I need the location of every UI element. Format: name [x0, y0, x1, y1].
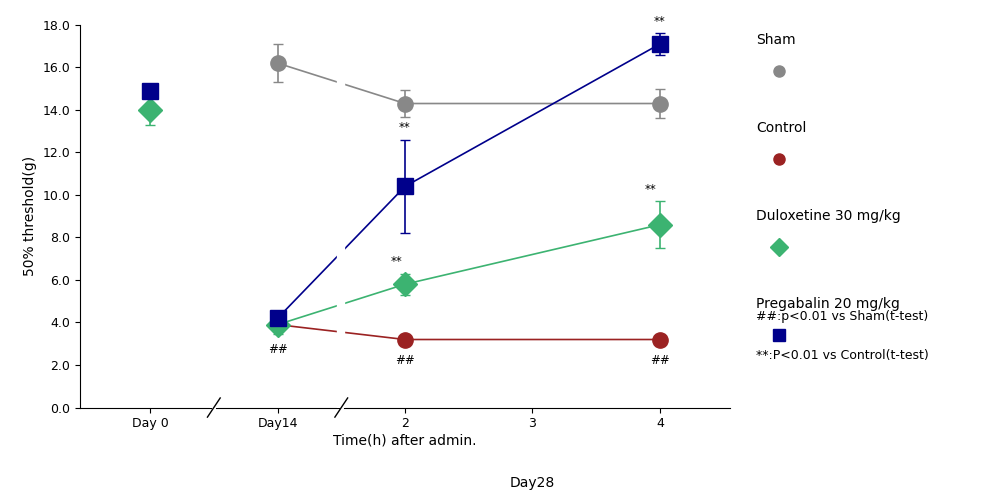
Y-axis label: 50% threshold(g): 50% threshold(g): [23, 156, 37, 276]
Text: **: **: [399, 121, 411, 134]
Text: **: **: [390, 255, 402, 268]
Text: ##: ##: [395, 354, 415, 367]
Text: Duloxetine 30 mg/kg: Duloxetine 30 mg/kg: [756, 209, 901, 223]
Text: Control: Control: [756, 121, 806, 135]
Text: ##:p<0.01 vs Sham(t-test): ##:p<0.01 vs Sham(t-test): [756, 310, 928, 324]
Text: Pregabalin 20 mg/kg: Pregabalin 20 mg/kg: [756, 297, 900, 311]
Text: **:P<0.01 vs Control(t-test): **:P<0.01 vs Control(t-test): [756, 348, 929, 362]
X-axis label: Time(h) after admin.: Time(h) after admin.: [333, 433, 477, 447]
Text: **: **: [645, 183, 657, 196]
Text: Sham: Sham: [756, 32, 796, 47]
Text: Day28: Day28: [510, 476, 555, 490]
Text: ##: ##: [650, 354, 670, 367]
Text: ##: ##: [268, 343, 287, 356]
Text: **: **: [654, 15, 666, 28]
